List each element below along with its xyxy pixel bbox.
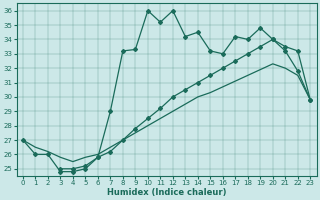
X-axis label: Humidex (Indice chaleur): Humidex (Indice chaleur) [107, 188, 226, 197]
